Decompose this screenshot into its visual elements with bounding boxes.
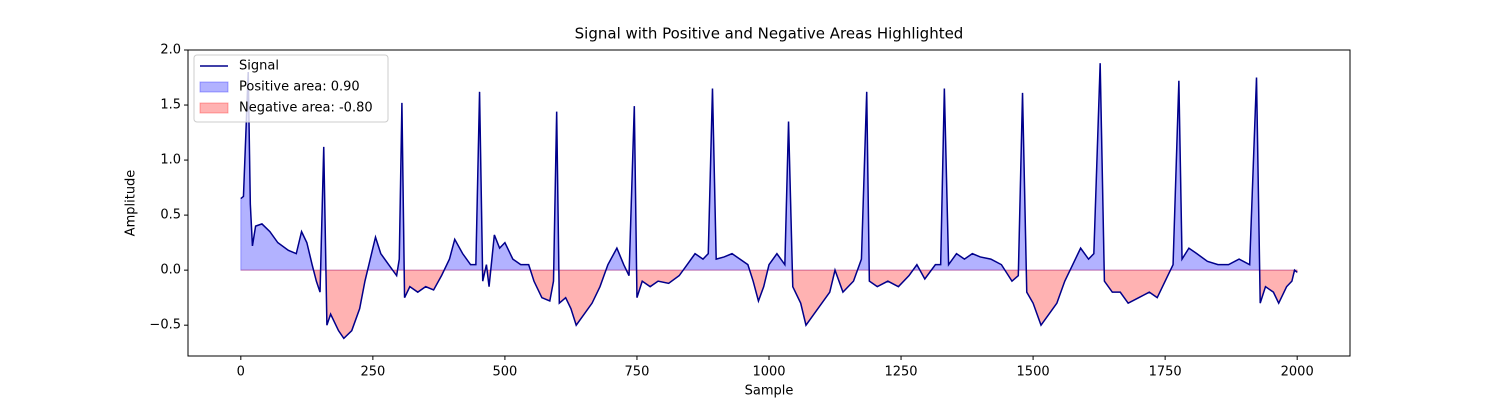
x-tick-label: 1000 — [752, 365, 785, 380]
legend-label: Negative area: -0.80 — [239, 101, 373, 116]
y-axis-label: Amplitude — [124, 170, 139, 237]
y-tick-label: 1.5 — [160, 98, 181, 113]
x-tick-label: 0 — [237, 365, 245, 380]
x-tick-label: 250 — [360, 365, 385, 380]
legend-box — [193, 54, 389, 123]
y-tick-label: 2.0 — [160, 43, 181, 58]
x-axis-label: Sample — [745, 384, 794, 399]
chart-title: Signal with Positive and Negative Areas … — [575, 25, 964, 43]
signal-line — [240, 63, 1298, 340]
legend-patch — [199, 81, 229, 93]
y-tick-label: −0.5 — [149, 318, 181, 333]
x-tick-label: 1500 — [1017, 365, 1050, 380]
negative-area — [240, 268, 1298, 340]
legend-label: Signal — [239, 59, 279, 74]
x-tick-label: 750 — [625, 365, 650, 380]
x-tick-label: 1750 — [1149, 365, 1182, 380]
x-tick-label: 1250 — [884, 365, 917, 380]
y-tick-label: 0.5 — [160, 208, 181, 223]
y-tick-label: 1.0 — [160, 153, 181, 168]
x-tick-label: 2000 — [1281, 365, 1314, 380]
legend-label: Positive area: 0.90 — [239, 80, 360, 95]
y-tick-label: 0.0 — [160, 263, 181, 278]
legend-patch — [199, 102, 229, 114]
x-tick-label: 500 — [492, 365, 517, 380]
plot-frame — [187, 49, 1351, 357]
